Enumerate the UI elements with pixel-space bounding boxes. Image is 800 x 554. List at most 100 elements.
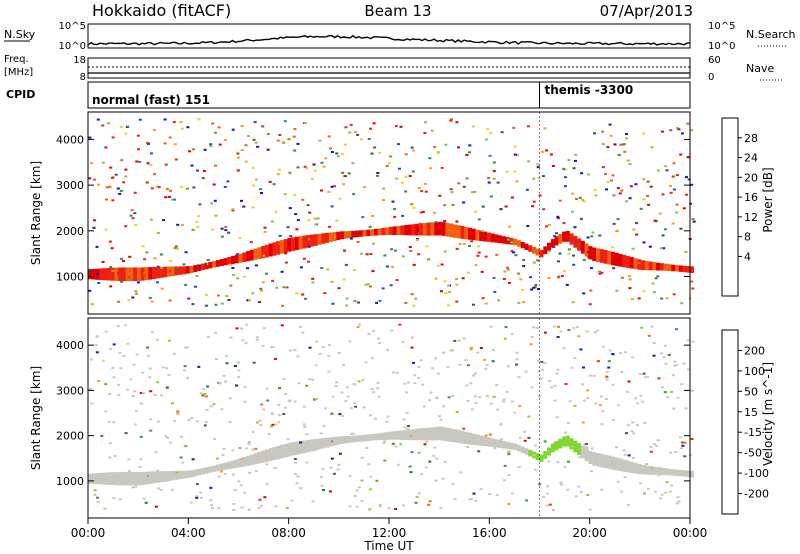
scatter-cell (90, 402, 94, 405)
scatter-cell (224, 354, 228, 357)
scatter-band-cell (336, 231, 341, 241)
scatter-cell (588, 303, 592, 306)
scatter-cell (455, 283, 459, 286)
scatter-cell (104, 410, 108, 413)
scatter-band-cell (238, 253, 243, 263)
scatter-cell (435, 397, 439, 400)
scatter-cell (596, 360, 600, 363)
scatter-band-cell (332, 436, 337, 446)
scatter-band-cell (223, 258, 228, 266)
scatter-cell (247, 508, 251, 511)
scatter-cell (365, 447, 369, 449)
scatter-cell (690, 183, 694, 186)
scatter-cell (255, 421, 259, 424)
scatter-cell (480, 270, 484, 273)
scatter-cell (559, 330, 563, 333)
scatter-cell (164, 435, 168, 438)
scatter-cell (564, 383, 568, 385)
scatter-cell (282, 413, 286, 415)
scatter-cell (601, 143, 605, 146)
scatter-cell (513, 145, 517, 148)
scatter-cell (512, 251, 516, 254)
noise-tick-high-right: 10^5 (708, 21, 735, 32)
scatter-cell (201, 177, 205, 180)
scatter-cell (170, 488, 174, 491)
scatter-cell (112, 497, 116, 499)
scatter-band-cell (355, 230, 360, 238)
scatter-band-cell (682, 265, 687, 273)
scatter-band-cell (404, 225, 409, 236)
scatter-cell (455, 278, 459, 281)
scatter-band-cell (456, 430, 461, 443)
scatter-cell (588, 374, 592, 377)
scatter-cell (282, 286, 286, 289)
scatter-cell (642, 241, 646, 244)
scatter-cell (573, 404, 577, 407)
scatter-cell (254, 178, 258, 181)
scatter-cell (192, 186, 196, 189)
scatter-cell (428, 157, 432, 160)
scatter-cell (148, 376, 152, 379)
scatter-cell (237, 369, 241, 372)
scatter-cell (293, 349, 297, 352)
scatter-cell (683, 455, 687, 458)
scatter-band-cell (539, 250, 544, 258)
scatter-cell (626, 159, 630, 162)
scatter-cell (563, 168, 567, 171)
scatter-cell (516, 154, 520, 157)
scatter-cell (341, 414, 344, 417)
scatter-cell (348, 475, 352, 478)
scatter-cell (196, 169, 199, 172)
scatter-cell (181, 461, 185, 464)
scatter-cell (594, 194, 598, 197)
scatter-cell (387, 507, 391, 510)
scatter-cell (563, 176, 567, 179)
scatter-cell (376, 174, 379, 177)
scatter-cell (295, 482, 299, 485)
scatter-cell (169, 189, 173, 192)
scatter-cell (625, 133, 628, 135)
scatter-cell (229, 336, 233, 339)
scatter-cell (336, 155, 340, 158)
scatter-cell (175, 247, 179, 250)
scatter-band-cell (686, 470, 691, 477)
nsearch-label: N.Search (746, 28, 796, 41)
scatter-cell (620, 189, 624, 192)
scatter-cell (341, 171, 345, 174)
scatter-cell (372, 242, 375, 245)
scatter-cell (284, 261, 288, 264)
scatter-cell (179, 456, 183, 459)
scatter-cell (424, 121, 427, 124)
scatter-cell (149, 418, 152, 421)
scatter-cell (293, 400, 297, 403)
scatter-cell (160, 266, 164, 269)
scatter-band-cell (246, 251, 250, 262)
scatter-cell (124, 225, 128, 228)
scatter-cell (649, 466, 653, 468)
scatter-cell (492, 161, 496, 164)
scatter-cell (391, 200, 395, 203)
scatter-cell (296, 475, 300, 478)
scatter-cell (131, 217, 135, 220)
scatter-band-cell (91, 473, 96, 484)
scatter-cell (538, 483, 542, 486)
scatter-cell (274, 505, 278, 508)
scatter-band-cell (437, 426, 442, 441)
scatter-cell (378, 505, 382, 508)
scatter-cell (136, 134, 140, 137)
scatter-cell (577, 485, 581, 488)
scatter-band-cell (261, 450, 266, 463)
scatter-cell (510, 400, 514, 403)
scatter-cell (351, 162, 355, 165)
scatter-cell (455, 410, 459, 413)
scatter-band-cell (155, 266, 160, 279)
scatter-cell (168, 136, 172, 139)
colorbar-tick-label: 16 (744, 191, 758, 204)
scatter-cell (466, 364, 470, 367)
scatter-cell (138, 118, 142, 121)
scatter-cell (278, 414, 281, 417)
scatter-cell (526, 125, 530, 128)
scatter-cell (525, 188, 529, 191)
scatter-cell (314, 223, 318, 226)
scatter-cell (417, 377, 420, 379)
